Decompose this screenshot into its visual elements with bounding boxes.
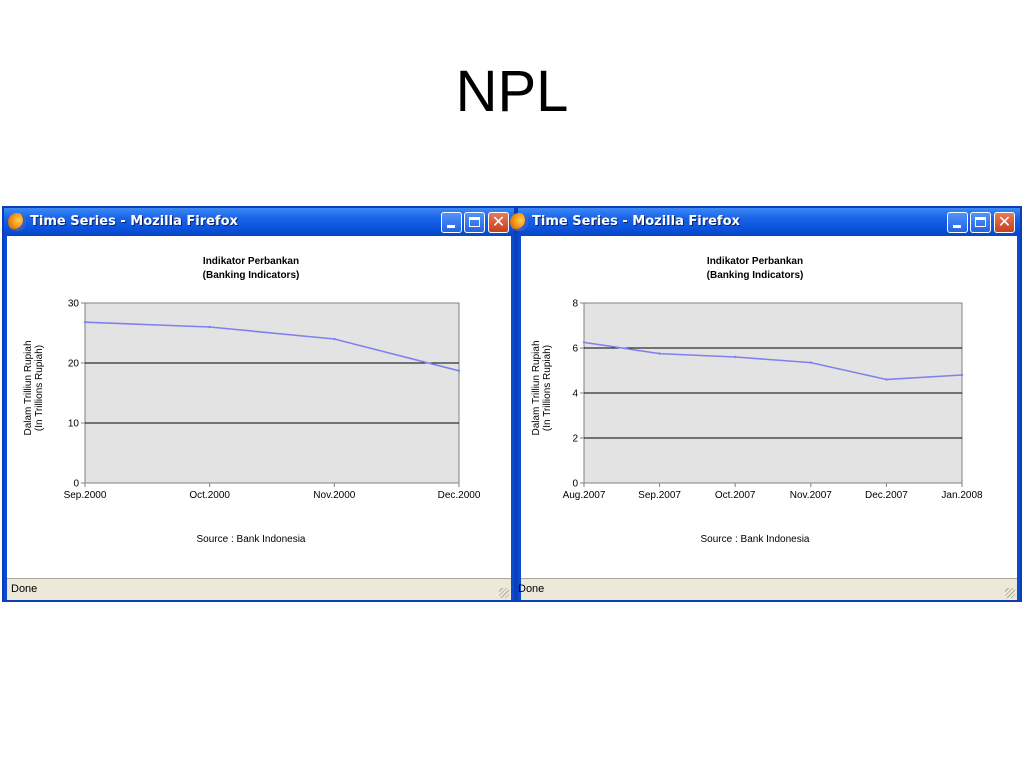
window-titlebar[interactable]: Time Series - Mozilla Firefox ✕	[4, 208, 514, 236]
status-bar: Done	[518, 578, 1017, 600]
x-tick-label: Aug.2007	[563, 490, 606, 501]
chart-subtitle: (Banking Indicators)	[707, 270, 804, 281]
maximize-button[interactable]	[970, 212, 991, 233]
x-tick-label: Oct.2000	[189, 490, 230, 501]
chart-title: Indikator Perbankan	[707, 256, 803, 267]
window-content: Indikator Perbankan (Banking Indicators)…	[521, 236, 1017, 578]
data-point	[885, 378, 888, 381]
data-point	[83, 321, 87, 324]
x-tick-label: Dec.2000	[438, 490, 481, 501]
chart-source: Source : Bank Indonesia	[701, 534, 810, 545]
firefox-icon[interactable]	[510, 213, 528, 231]
firefox-icon[interactable]	[8, 213, 26, 231]
slide-title: NPL	[455, 59, 569, 124]
y-tick-label: 4	[572, 389, 578, 400]
plot-area: 0 10 20 30 Sep.2000 Oct.2000 Nov.2000 Dec.2000	[64, 299, 481, 502]
y-tick-label: 2	[572, 434, 578, 445]
x-tick-label: Sep.2007	[638, 490, 681, 501]
y-axis-label: Dalam Trilliun Rupiah	[23, 340, 34, 435]
chart-title: Indikator Perbankan	[203, 256, 299, 267]
y-tick-label: 0	[572, 479, 578, 490]
data-point	[734, 355, 737, 359]
maximize-button[interactable]	[464, 212, 485, 233]
y-tick-label: 6	[572, 344, 578, 355]
y-axis-label: Dalam Trilliun Rupiah	[531, 340, 542, 435]
minimize-icon	[447, 225, 455, 228]
series-line	[84, 321, 460, 372]
y-tick-label: 20	[68, 359, 80, 370]
chart-right: Indikator Perbankan (Banking Indicators)…	[531, 256, 983, 545]
close-icon: ✕	[997, 212, 1012, 231]
series-line	[583, 341, 963, 381]
window-title: Time Series - Mozilla Firefox	[532, 214, 740, 229]
close-button[interactable]: ✕	[994, 212, 1015, 233]
x-tick-label: Nov.2007	[790, 490, 833, 501]
status-bar: Done	[7, 578, 511, 600]
data-point	[208, 325, 211, 329]
y-tick-label: 0	[73, 479, 79, 490]
data-point	[809, 361, 812, 364]
minimize-icon	[953, 225, 961, 228]
browser-window-right[interactable]: Time Series - Mozilla Firefox ✕ Indikato…	[510, 206, 1022, 602]
plot-background	[84, 302, 460, 484]
x-tick-label: Sep.2000	[64, 490, 107, 501]
resize-grip-icon[interactable]	[1005, 588, 1015, 598]
minimize-button[interactable]	[441, 212, 462, 233]
window-title: Time Series - Mozilla Firefox	[30, 214, 238, 229]
x-tick-label: Dec.2007	[865, 490, 908, 501]
window-content: Indikator Perbankan (Banking Indicators)…	[7, 236, 511, 578]
plot-area: 0 2 4 6 8 Aug.2007 Sep.2007 Oct.2007 Nov.2007 Dec…	[563, 299, 983, 502]
status-text: Done	[518, 583, 545, 595]
data-point	[333, 337, 336, 341]
chart-source: Source : Bank Indonesia	[197, 534, 306, 545]
x-tick-label: Oct.2007	[715, 490, 756, 501]
close-icon: ✕	[491, 212, 506, 231]
minimize-button[interactable]	[947, 212, 968, 233]
y-tick-label: 30	[68, 299, 80, 310]
resize-grip-icon[interactable]	[499, 588, 509, 598]
x-tick-label: Jan.2008	[941, 490, 983, 501]
maximize-icon	[469, 217, 480, 227]
chart-left: Indikator Perbankan (Banking Indicators)…	[23, 256, 481, 545]
y-axis-label-en: (In Trillions Rupiah)	[542, 345, 553, 431]
close-button[interactable]: ✕	[488, 212, 509, 233]
window-titlebar[interactable]: Time Series - Mozilla Firefox ✕	[510, 208, 1020, 236]
y-tick-label: 10	[68, 419, 80, 430]
maximize-icon	[975, 217, 986, 227]
y-tick-label: 8	[572, 299, 578, 310]
data-point	[658, 352, 661, 355]
chart-subtitle: (Banking Indicators)	[203, 270, 300, 281]
data-point	[457, 369, 461, 372]
y-axis-label-en: (In Trillions Rupiah)	[34, 345, 45, 431]
data-point	[960, 373, 964, 377]
browser-window-left[interactable]: Time Series - Mozilla Firefox ✕ Indikato…	[2, 206, 516, 602]
x-tick-label: Nov.2000	[313, 490, 356, 501]
data-point	[582, 341, 586, 344]
status-text: Done	[11, 583, 38, 595]
